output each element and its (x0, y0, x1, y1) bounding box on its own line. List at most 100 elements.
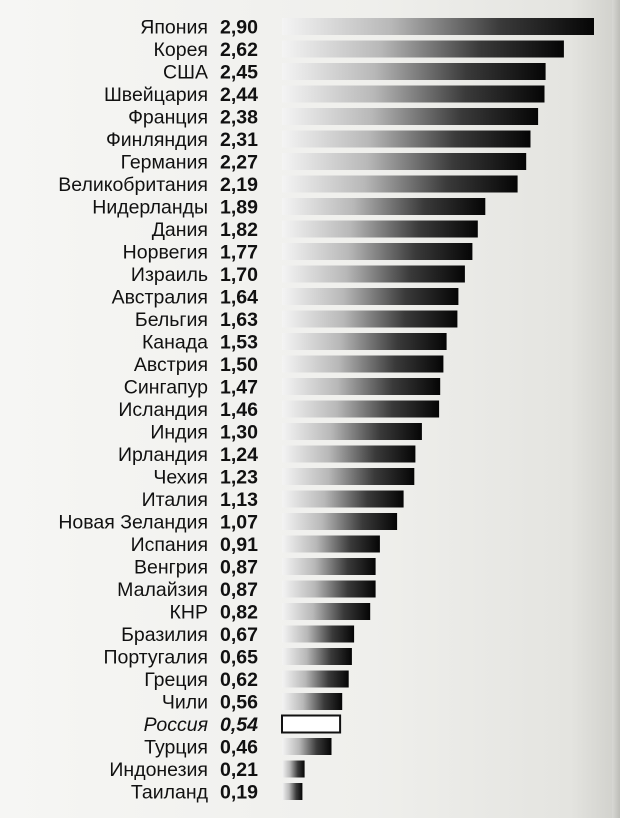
bar-швейцария (282, 85, 545, 103)
category-label-австралия: Австралия (112, 287, 208, 309)
value-label-сша: 2,45 (220, 62, 258, 84)
category-label-греция: Греция (144, 669, 208, 691)
category-label-испания: Испания (131, 534, 208, 556)
category-label-венгрия: Венгрия (134, 557, 208, 579)
bar-малайзия (282, 580, 376, 598)
bar-таиланд (282, 783, 303, 800)
value-label-ирландия: 1,24 (220, 444, 258, 466)
bar-новая-зеландия (282, 513, 398, 530)
bars-group (281, 18, 594, 800)
category-label-индонезия: Индонезия (109, 759, 208, 781)
bar-корея (282, 40, 564, 58)
category-label-чили: Чили (162, 692, 208, 714)
bar-канада (282, 333, 447, 350)
bar-австралия (282, 288, 459, 305)
category-label-бразилия: Бразилия (121, 624, 208, 646)
bar-франция (282, 108, 539, 125)
category-label-таиланд: Таиланд (131, 782, 209, 804)
category-label-исландия: Исландия (118, 399, 208, 421)
value-label-норвегия: 1,77 (220, 242, 258, 264)
value-label-канада: 1,53 (220, 332, 258, 354)
value-label-финляндия: 2,31 (220, 129, 258, 151)
category-label-дания: Дания (152, 219, 208, 241)
bar-австрия (282, 355, 444, 373)
category-label-австрия: Австрия (134, 354, 208, 376)
value-label-индия: 1,30 (220, 422, 258, 444)
value-label-великобритания: 2,19 (220, 174, 258, 196)
value-label-нидерланды: 1,89 (220, 197, 258, 219)
bar-дания (282, 220, 478, 238)
value-label-бразилия: 0,67 (220, 624, 258, 646)
bar-бельгия (282, 310, 458, 328)
bar-россия (281, 714, 342, 734)
bar-греция (282, 670, 349, 688)
labels-group: Япония 2,90 Корея 2,62 США 2,45 Швейцария 2,44 Ф… (58, 17, 258, 804)
category-label-бельгия: Бельгия (135, 309, 208, 331)
category-label-израиль: Израиль (131, 264, 208, 286)
value-label-италия: 1,13 (220, 489, 258, 511)
bar-чили (282, 693, 343, 710)
value-label-испания: 0,91 (220, 534, 258, 556)
category-label-италия: Италия (142, 489, 208, 511)
value-label-австрия: 1,50 (220, 354, 258, 376)
category-label-франция: Франция (128, 107, 208, 129)
value-label-россия: 0,54 (220, 714, 258, 736)
value-label-чехия: 1,23 (220, 467, 258, 489)
value-label-новая-зеландия: 1,07 (220, 512, 258, 534)
bar-норвегия (282, 243, 473, 260)
bar-индия (282, 423, 422, 440)
value-label-греция: 0,62 (220, 669, 258, 691)
bar-исландия (282, 400, 440, 418)
category-label-ирландия: Ирландия (118, 444, 208, 466)
category-label-чехия: Чехия (153, 467, 208, 489)
category-label-канада: Канада (142, 332, 208, 354)
bar-израиль (282, 265, 465, 283)
category-label-корея: Корея (154, 39, 208, 61)
value-label-венгрия: 0,87 (220, 557, 258, 579)
category-label-сша: США (163, 62, 208, 84)
bar-япония (282, 18, 594, 35)
value-label-япония: 2,90 (220, 17, 258, 39)
bar-кнр (282, 603, 371, 620)
category-label-финляндия: Финляндия (106, 129, 208, 151)
value-label-исландия: 1,46 (220, 399, 258, 421)
bar-нидерланды (282, 198, 486, 215)
category-label-россия: Россия (144, 714, 209, 736)
value-label-израиль: 1,70 (220, 264, 258, 286)
bar-германия (282, 153, 527, 170)
bar-италия (282, 490, 404, 508)
bar-сша (282, 63, 546, 80)
category-label-нидерланды: Нидерланды (92, 197, 208, 219)
value-label-турция: 0,46 (220, 737, 258, 759)
category-label-новая-зеландия: Новая Зеландия (58, 512, 208, 534)
bar-сингапур (282, 378, 441, 395)
bar-португалия (282, 648, 352, 665)
value-label-португалия: 0,65 (220, 647, 258, 669)
value-label-кнр: 0,82 (220, 602, 258, 624)
value-label-малайзия: 0,87 (220, 579, 258, 601)
category-label-кнр: КНР (170, 602, 208, 624)
value-label-швейцария: 2,44 (220, 84, 258, 106)
category-label-малайзия: Малайзия (117, 579, 208, 601)
category-label-индия: Индия (150, 422, 208, 444)
value-label-бельгия: 1,63 (220, 309, 258, 331)
bar-индонезия (282, 760, 305, 778)
bar-турция (282, 738, 332, 755)
value-label-германия: 2,27 (220, 152, 258, 174)
bar-великобритания (282, 175, 518, 193)
category-label-швейцария: Швейцария (104, 84, 208, 106)
category-label-норвегия: Норвегия (123, 242, 208, 264)
bar-финляндия (282, 130, 531, 148)
value-label-австралия: 1,64 (220, 287, 258, 309)
category-label-португалия: Португалия (103, 647, 208, 669)
category-label-великобритания: Великобритания (58, 174, 208, 196)
bar-ирландия (282, 445, 416, 463)
category-label-германия: Германия (121, 152, 208, 174)
bar-испания (282, 535, 380, 553)
value-label-франция: 2,38 (220, 107, 258, 129)
value-label-дания: 1,82 (220, 219, 258, 241)
bar-чехия (282, 468, 415, 485)
category-label-япония: Япония (140, 17, 208, 39)
